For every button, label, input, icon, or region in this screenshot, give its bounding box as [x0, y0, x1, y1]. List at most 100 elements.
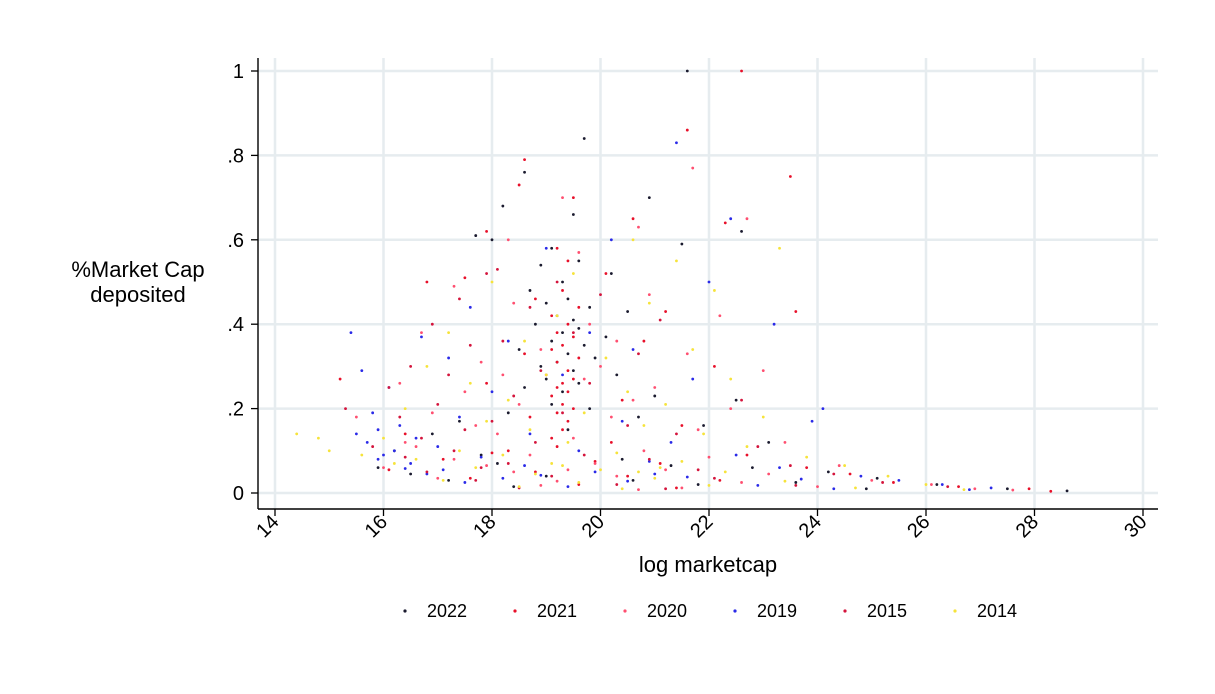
- scatter-point: [517, 402, 521, 406]
- scatter-point: [675, 259, 678, 263]
- scatter-point: [382, 466, 385, 470]
- scatter-point: [637, 415, 640, 419]
- scatter-point: [501, 453, 505, 457]
- scatter-point: [447, 478, 450, 482]
- scatter-point: [588, 407, 592, 410]
- scatter-point: [582, 377, 586, 381]
- y-axis-title-line-2: deposited: [90, 282, 185, 307]
- series-2022: [376, 69, 1069, 493]
- scatter-point: [669, 464, 673, 467]
- scatter-point: [734, 453, 738, 457]
- scatter-point: [778, 466, 781, 470]
- scatter-point: [615, 474, 619, 478]
- scatter-point: [360, 453, 364, 457]
- scatter-point: [501, 339, 505, 343]
- scatter-point: [968, 488, 971, 492]
- scatter-point: [989, 486, 993, 490]
- scatter-point: [474, 424, 478, 427]
- scatter-point: [441, 457, 445, 461]
- scatter-point: [745, 453, 749, 457]
- scatter-point: [788, 464, 792, 467]
- scatter-point: [653, 386, 657, 389]
- scatter-point: [403, 467, 407, 470]
- y-tick-label: .2: [227, 399, 244, 421]
- y-tick-label: .8: [227, 145, 244, 167]
- scatter-point: [474, 466, 478, 470]
- legend-label-2019: 2019: [757, 601, 797, 621]
- scatter-point: [398, 415, 402, 419]
- scatter-point: [534, 472, 537, 476]
- scatter-point: [561, 289, 564, 292]
- scatter-point: [1049, 489, 1053, 493]
- scatter-point: [506, 449, 510, 453]
- scatter-point: [826, 470, 830, 474]
- scatter-point: [593, 462, 597, 465]
- scatter-point: [664, 468, 667, 472]
- scatter-point: [436, 476, 440, 480]
- legend-marker-2022: [403, 609, 407, 613]
- scatter-point: [1011, 488, 1015, 492]
- scatter-point: [496, 267, 499, 271]
- scatter-point: [555, 411, 559, 415]
- legend-label-2020: 2020: [647, 601, 687, 621]
- scatter-point: [767, 440, 771, 444]
- scatter-point: [756, 445, 760, 448]
- scatter-point: [740, 481, 743, 484]
- scatter-point: [534, 322, 537, 326]
- scatter-point: [637, 352, 640, 356]
- scatter-point: [740, 398, 743, 402]
- scatter-point: [761, 415, 765, 419]
- scatter-point: [295, 432, 299, 436]
- scatter-point: [1065, 489, 1069, 493]
- scatter-point: [534, 470, 537, 474]
- scatter-point: [729, 217, 733, 221]
- scatter-point: [599, 365, 602, 368]
- scatter-point: [571, 377, 575, 381]
- scatter-point: [376, 466, 380, 470]
- scatter-point: [924, 483, 928, 486]
- scatter-point: [696, 428, 700, 432]
- scatter-point: [658, 466, 662, 470]
- scatter-point: [642, 449, 646, 453]
- scatter-point: [810, 419, 814, 423]
- scatter-point: [609, 440, 613, 444]
- scatter-point: [458, 415, 461, 419]
- scatter-point: [875, 476, 879, 480]
- scatter-point: [403, 432, 407, 436]
- scatter-point: [376, 428, 380, 432]
- scatter-point: [707, 280, 711, 284]
- scatter-point: [718, 314, 722, 318]
- scatter-point: [609, 272, 613, 275]
- scatter-point: [935, 483, 939, 486]
- x-tick-label: 16: [361, 511, 392, 542]
- scatter-point: [463, 428, 467, 432]
- scatter-point: [685, 352, 689, 356]
- scatter-point: [561, 411, 564, 415]
- scatter-point: [555, 445, 559, 448]
- scatter-point: [571, 407, 575, 410]
- scatter-point: [837, 464, 841, 467]
- scatter-point: [637, 225, 640, 229]
- legend-label-2015: 2015: [867, 601, 907, 621]
- scatter-point: [485, 381, 488, 385]
- scatter-point: [593, 470, 597, 474]
- scatter-point: [794, 484, 798, 487]
- legend-label-2014: 2014: [977, 601, 1017, 621]
- data-points: [295, 69, 1069, 493]
- scatter-point: [669, 440, 673, 444]
- scatter-point: [577, 259, 581, 263]
- scatter-point: [338, 377, 342, 381]
- scatter-point: [848, 472, 852, 476]
- scatter-point: [664, 310, 667, 313]
- scatter-point: [599, 293, 602, 297]
- series-2021: [338, 69, 1053, 493]
- scatter-point: [609, 415, 613, 419]
- scatter-point: [664, 487, 667, 491]
- scatter-point: [566, 297, 570, 301]
- scatter-point: [647, 457, 651, 461]
- scatter-point: [544, 377, 548, 381]
- scatter-point: [566, 259, 570, 263]
- scatter-point: [403, 407, 407, 410]
- y-ticks: 0 .2 .4 .6 .8 1: [227, 61, 258, 505]
- series-2014: [295, 238, 966, 492]
